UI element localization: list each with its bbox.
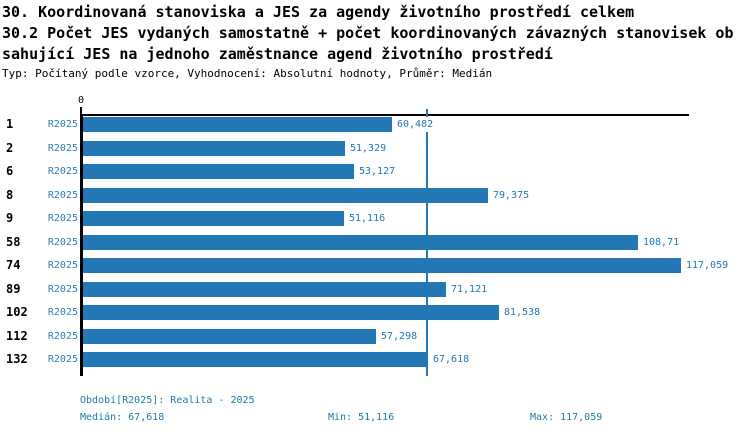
max-summary-label: Max: 117,059	[530, 412, 603, 423]
value-label: 53,127	[358, 164, 397, 179]
bar	[83, 352, 428, 367]
value-label: 108,71	[642, 235, 681, 250]
value-label: 117,059	[685, 258, 730, 273]
category-label: 58	[6, 235, 21, 249]
bar	[83, 141, 345, 156]
bar	[83, 188, 488, 203]
series-name-label: R2025	[47, 260, 78, 271]
bar	[83, 164, 354, 179]
value-label: 57,298	[380, 329, 419, 344]
bar	[83, 117, 392, 132]
report-title-line-3: sahující JES na jednoho zaměstnance agen…	[2, 45, 553, 63]
bar	[83, 211, 344, 226]
period-label: Období[R2025]: Realita - 2025	[80, 395, 255, 406]
series-name-label: R2025	[47, 143, 78, 154]
category-label: 132	[6, 352, 28, 366]
category-label: 6	[6, 164, 14, 178]
report-title-line-1: 30. Koordinovaná stanoviska a JES za age…	[2, 3, 635, 21]
category-label: 2	[6, 141, 14, 155]
bar	[83, 282, 446, 297]
value-label: 60,482	[396, 117, 435, 132]
value-label: 67,618	[432, 352, 471, 367]
bar	[83, 258, 681, 273]
series-name-label: R2025	[47, 119, 78, 130]
series-name-label: R2025	[47, 213, 78, 224]
category-label: 102	[6, 305, 28, 319]
value-label: 71,121	[450, 282, 489, 297]
series-name-label: R2025	[47, 354, 78, 365]
chart-meta-line: Typ: Počítaný podle vzorce, Vyhodnocení:…	[2, 67, 493, 80]
x-axis-line	[80, 114, 689, 116]
min-summary-label: Min: 51,116	[328, 412, 395, 423]
category-label: 89	[6, 282, 21, 296]
value-label: 81,538	[503, 305, 542, 320]
category-label: 1	[6, 117, 14, 131]
series-name-label: R2025	[47, 307, 78, 318]
x-axis-zero-label: 0	[77, 95, 85, 106]
category-label: 9	[6, 211, 14, 225]
bar	[83, 305, 499, 320]
y-axis-line	[80, 114, 83, 376]
x-axis-zero-tick	[80, 107, 82, 114]
category-label: 112	[6, 329, 28, 343]
report-title-line-2: 30.2 Počet JES vydaných samostatně + poč…	[2, 24, 734, 42]
value-label: 79,375	[492, 188, 531, 203]
series-name-label: R2025	[47, 166, 78, 177]
series-name-label: R2025	[47, 190, 78, 201]
series-name-label: R2025	[47, 237, 78, 248]
series-name-label: R2025	[47, 284, 78, 295]
median-summary-label: Medián: 67,618	[80, 412, 165, 423]
bar	[83, 235, 638, 250]
value-label: 51,329	[349, 141, 388, 156]
category-label: 74	[6, 258, 21, 272]
category-label: 8	[6, 188, 14, 202]
bar	[83, 329, 376, 344]
value-label: 51,116	[348, 211, 387, 226]
series-name-label: R2025	[47, 331, 78, 342]
